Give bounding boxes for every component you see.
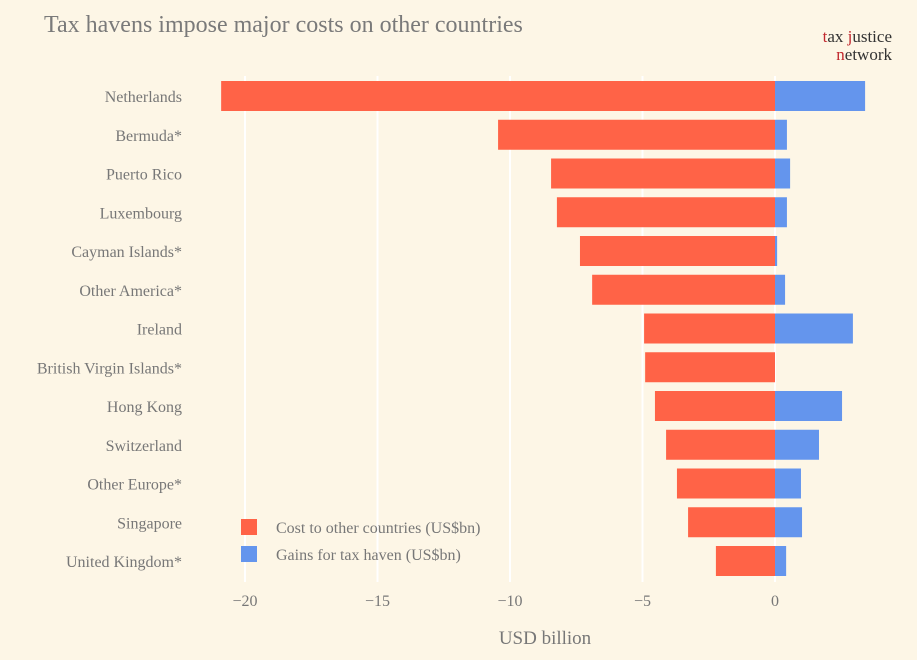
gain-bar bbox=[775, 546, 787, 576]
gain-bar bbox=[775, 158, 791, 189]
y-tick-label: Netherlands bbox=[105, 89, 182, 106]
y-tick-label: United Kingdom* bbox=[66, 554, 182, 571]
x-tick-label: −5 bbox=[634, 593, 651, 610]
cost-bar bbox=[498, 119, 775, 150]
cost-bar bbox=[579, 236, 775, 266]
y-tick-label: Bermuda* bbox=[115, 128, 182, 145]
gain-bar bbox=[775, 391, 843, 421]
y-tick-label: Switzerland bbox=[106, 438, 182, 455]
x-axis-label: USD billion bbox=[499, 628, 592, 649]
y-tick-label: Other America* bbox=[79, 283, 182, 300]
legend-label: Cost to other countries (US$bn) bbox=[276, 520, 480, 537]
y-tick-label: Puerto Rico bbox=[106, 167, 182, 184]
x-tick-label: −20 bbox=[232, 593, 257, 610]
legend-label: Gains for tax haven (US$bn) bbox=[276, 547, 461, 564]
gain-bar bbox=[775, 197, 787, 228]
cost-bar bbox=[644, 313, 775, 344]
y-tick-label: Cayman Islands* bbox=[71, 244, 182, 261]
chart-title: Tax havens impose major costs on other c… bbox=[44, 12, 523, 38]
cost-bar bbox=[688, 507, 775, 538]
cost-bar bbox=[654, 391, 775, 421]
cost-bar bbox=[221, 81, 775, 111]
y-tick-label: Other Europe* bbox=[87, 477, 182, 494]
gain-bar bbox=[775, 119, 787, 150]
x-tick-label: −15 bbox=[365, 593, 390, 610]
tax-justice-network-logo: tax justice network bbox=[822, 27, 892, 64]
y-tick-label: Singapore bbox=[117, 515, 182, 532]
cost-bar bbox=[592, 274, 775, 305]
gain-bar bbox=[775, 81, 866, 111]
gain-bar bbox=[775, 274, 786, 305]
cost-bar bbox=[551, 158, 775, 189]
cost-bar bbox=[556, 197, 775, 228]
gain-bar bbox=[775, 236, 778, 266]
x-tick-label: 0 bbox=[771, 593, 779, 610]
gain-bar bbox=[775, 429, 819, 460]
y-tick-label: Luxembourg bbox=[100, 205, 182, 222]
x-tick-label: −10 bbox=[497, 593, 522, 610]
cost-bar bbox=[666, 429, 775, 460]
gain-bar bbox=[775, 468, 801, 499]
cost-bar bbox=[715, 546, 775, 576]
y-tick-label: Ireland bbox=[137, 322, 182, 339]
cost-bar bbox=[645, 352, 775, 383]
y-tick-label: British Virgin Islands* bbox=[37, 360, 182, 377]
gain-bar bbox=[775, 313, 853, 344]
y-tick-label: Hong Kong bbox=[107, 399, 182, 416]
legend-swatch bbox=[241, 546, 257, 562]
cost-bar bbox=[676, 468, 775, 499]
gain-bar bbox=[775, 507, 803, 538]
legend-swatch bbox=[241, 519, 257, 535]
